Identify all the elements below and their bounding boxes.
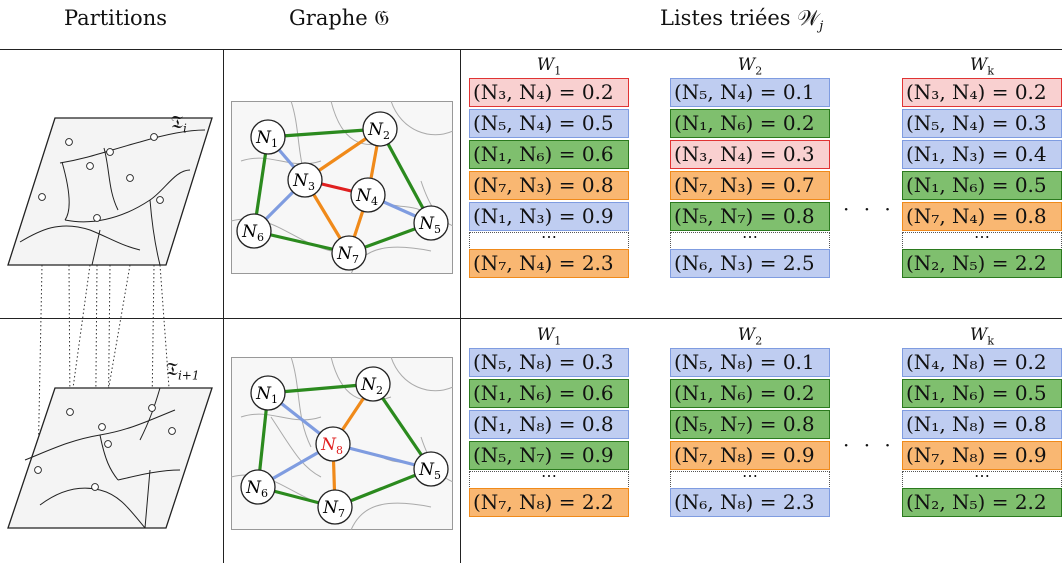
list-cell: (N₃, N₄) = 0.3 — [670, 140, 830, 169]
list-cell: (N₅, N₄) = 0.3 — [902, 109, 1062, 138]
list-cell: (N₃, N₄) = 0.2 — [469, 78, 629, 107]
list-cell-last: (N₆, N₃) = 2.5 — [670, 249, 830, 278]
graph-node — [350, 177, 386, 213]
header-graph: Graphe 𝔊 — [289, 6, 390, 30]
graph-node — [362, 111, 398, 147]
list-cell-last: (N₆, N₈) = 2.3 — [670, 488, 830, 517]
list-cell-last: (N₇, N₄) = 2.3 — [469, 249, 629, 278]
list-cell: (N₇, N₄) = 0.8 — [902, 202, 1062, 231]
list-ellipsis: ⋯ — [902, 468, 1062, 487]
graph-node — [287, 162, 323, 198]
list-cell: (N₁, N₆) = 0.2 — [670, 109, 830, 138]
list-cell: (N₇, N₈) = 0.9 — [670, 441, 830, 470]
graph-node — [250, 375, 286, 411]
middle-rule — [0, 318, 1062, 319]
edge-n2-n5 — [378, 128, 433, 224]
between-lists-ellipsis: · · · — [843, 433, 895, 457]
list-cell: (N₁, N₆) = 0.6 — [469, 379, 629, 408]
graph-node — [331, 235, 367, 271]
graph-node — [317, 489, 353, 525]
graph-node — [236, 213, 272, 249]
list-cell: (N₅, N₄) = 0.1 — [670, 78, 830, 107]
list-cell-last: (N₂, N₅) = 2.2 — [902, 488, 1062, 517]
graph-node — [413, 451, 449, 487]
list-header: W2 — [737, 325, 763, 348]
list-ellipsis: ⋯ — [469, 229, 629, 248]
list-cell: (N₅, N₇) = 0.8 — [670, 202, 830, 231]
list-cell: (N₁, N₆) = 0.2 — [670, 379, 830, 408]
list-cell: (N₁, N₃) = 0.9 — [469, 202, 629, 231]
header-partitions: Partitions — [64, 6, 168, 30]
list-ellipsis: ⋯ — [469, 468, 629, 487]
graph-node — [240, 469, 276, 505]
list-header: W1 — [536, 325, 562, 348]
list-cell: (N₅, N₇) = 0.8 — [670, 410, 830, 439]
list-ellipsis: ⋯ — [670, 229, 830, 248]
list-cell: (N₁, N₆) = 0.6 — [469, 140, 629, 169]
list-cell: (N₇, N₃) = 0.7 — [670, 171, 830, 200]
list-cell: (N₄, N₈) = 0.2 — [902, 348, 1062, 377]
graph-node — [413, 205, 449, 241]
list-cell: (N₁, N₃) = 0.4 — [902, 140, 1062, 169]
list-cell: (N₇, N₈) = 0.9 — [902, 441, 1062, 470]
list-cell: (N₅, N₇) = 0.9 — [469, 441, 629, 470]
list-header: W2 — [737, 55, 763, 78]
list-cell: (N₇, N₃) = 0.8 — [469, 171, 629, 200]
partition-label-bottom: 𝔗i+1 — [166, 359, 200, 383]
list-cell: (N₁, N₆) = 0.5 — [902, 379, 1062, 408]
list-cell-last: (N₇, N₈) = 2.2 — [469, 488, 629, 517]
partitions-illustration — [7, 117, 213, 529]
column-divider-2 — [460, 49, 461, 563]
list-cell: (N₃, N₄) = 0.2 — [902, 78, 1062, 107]
list-cell-last: (N₂, N₅) = 2.2 — [902, 249, 1062, 278]
list-cell: (N₁, N₈) = 0.8 — [469, 410, 629, 439]
graph-node — [355, 366, 391, 402]
partition-label-top: 𝔗i — [171, 112, 187, 136]
list-cell: (N₁, N₆) = 0.5 — [902, 171, 1062, 200]
list-cell: (N₅, N₈) = 0.3 — [469, 348, 629, 377]
graph-node — [315, 426, 351, 462]
edge-n1-n2 — [267, 127, 381, 139]
top-rule — [0, 49, 1062, 50]
list-ellipsis: ⋯ — [902, 229, 1062, 248]
column-divider-1 — [223, 49, 224, 563]
list-cell: (N₅, N₈) = 0.1 — [670, 348, 830, 377]
list-header: Wk — [969, 325, 995, 348]
between-lists-ellipsis: · · · — [843, 197, 895, 221]
list-header: W1 — [536, 55, 562, 78]
list-header: Wk — [969, 55, 995, 78]
list-ellipsis: ⋯ — [670, 468, 830, 487]
header-lists: Listes triées 𝒲j — [660, 6, 824, 35]
graph-node — [250, 119, 286, 155]
list-cell: (N₅, N₄) = 0.5 — [469, 109, 629, 138]
list-cell: (N₁, N₈) = 0.8 — [902, 410, 1062, 439]
